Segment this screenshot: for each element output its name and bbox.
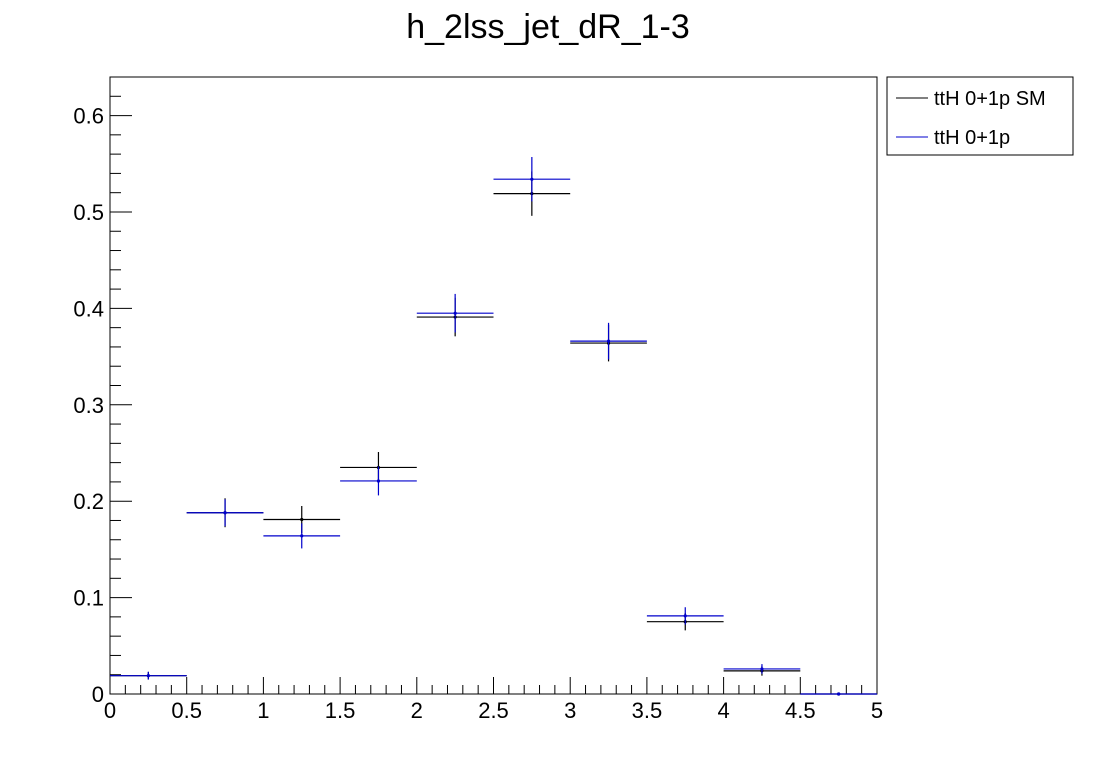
data-point (837, 692, 841, 696)
y-tick-label: 0.5 (73, 200, 104, 225)
series-1 (110, 157, 877, 696)
data-point (146, 674, 150, 678)
y-tick-label: 0.2 (73, 489, 104, 514)
data-point (300, 517, 304, 522)
x-tick-label: 4 (717, 698, 729, 723)
data-point (376, 479, 381, 483)
plot-frame (109, 76, 878, 695)
axes: 0 0.5 1 1.5 2 2.5 3 3.5 4 4.5 5 0 0.1 0.2 0.3 0.4 0.5 0.6 (73, 76, 883, 723)
data-point (606, 339, 611, 343)
x-tick-label: 3 (564, 698, 576, 723)
legend-label-ttH-SM: ttH 0+1p SM (934, 88, 1046, 110)
x-tick-label: 0.5 (171, 698, 202, 723)
y-tick-label: 0.1 (73, 586, 104, 611)
x-tick-label: 3.5 (632, 698, 663, 723)
x-tick-label: 5 (871, 698, 883, 723)
data-point (223, 511, 227, 515)
data-point (300, 534, 304, 538)
x-tick-label: 1 (257, 698, 269, 723)
y-tick-label: 0.6 (73, 104, 104, 129)
y-tick-label: 0.4 (73, 296, 104, 321)
x-tick-label: 2 (411, 698, 423, 723)
y-tick-label: 0.3 (73, 393, 104, 418)
legend: ttH 0+1p SM ttH 0+1p (886, 76, 1074, 156)
y-tick-label: 0 (92, 682, 104, 707)
data-marks (110, 157, 877, 696)
data-point (453, 311, 457, 315)
data-point (760, 667, 764, 671)
legend-label-ttH: ttH 0+1p (934, 127, 1010, 149)
x-tick-label: 1.5 (325, 698, 356, 723)
series-0 (110, 171, 877, 696)
data-point (683, 614, 687, 618)
chart-title: h_2lss_jet_dR_1-3 (406, 8, 690, 46)
x-tick-label: 0 (104, 698, 116, 723)
x-tick-label: 2.5 (478, 698, 509, 723)
legend-box (886, 76, 1074, 156)
data-point (530, 177, 534, 181)
x-tick-label: 4.5 (785, 698, 816, 723)
